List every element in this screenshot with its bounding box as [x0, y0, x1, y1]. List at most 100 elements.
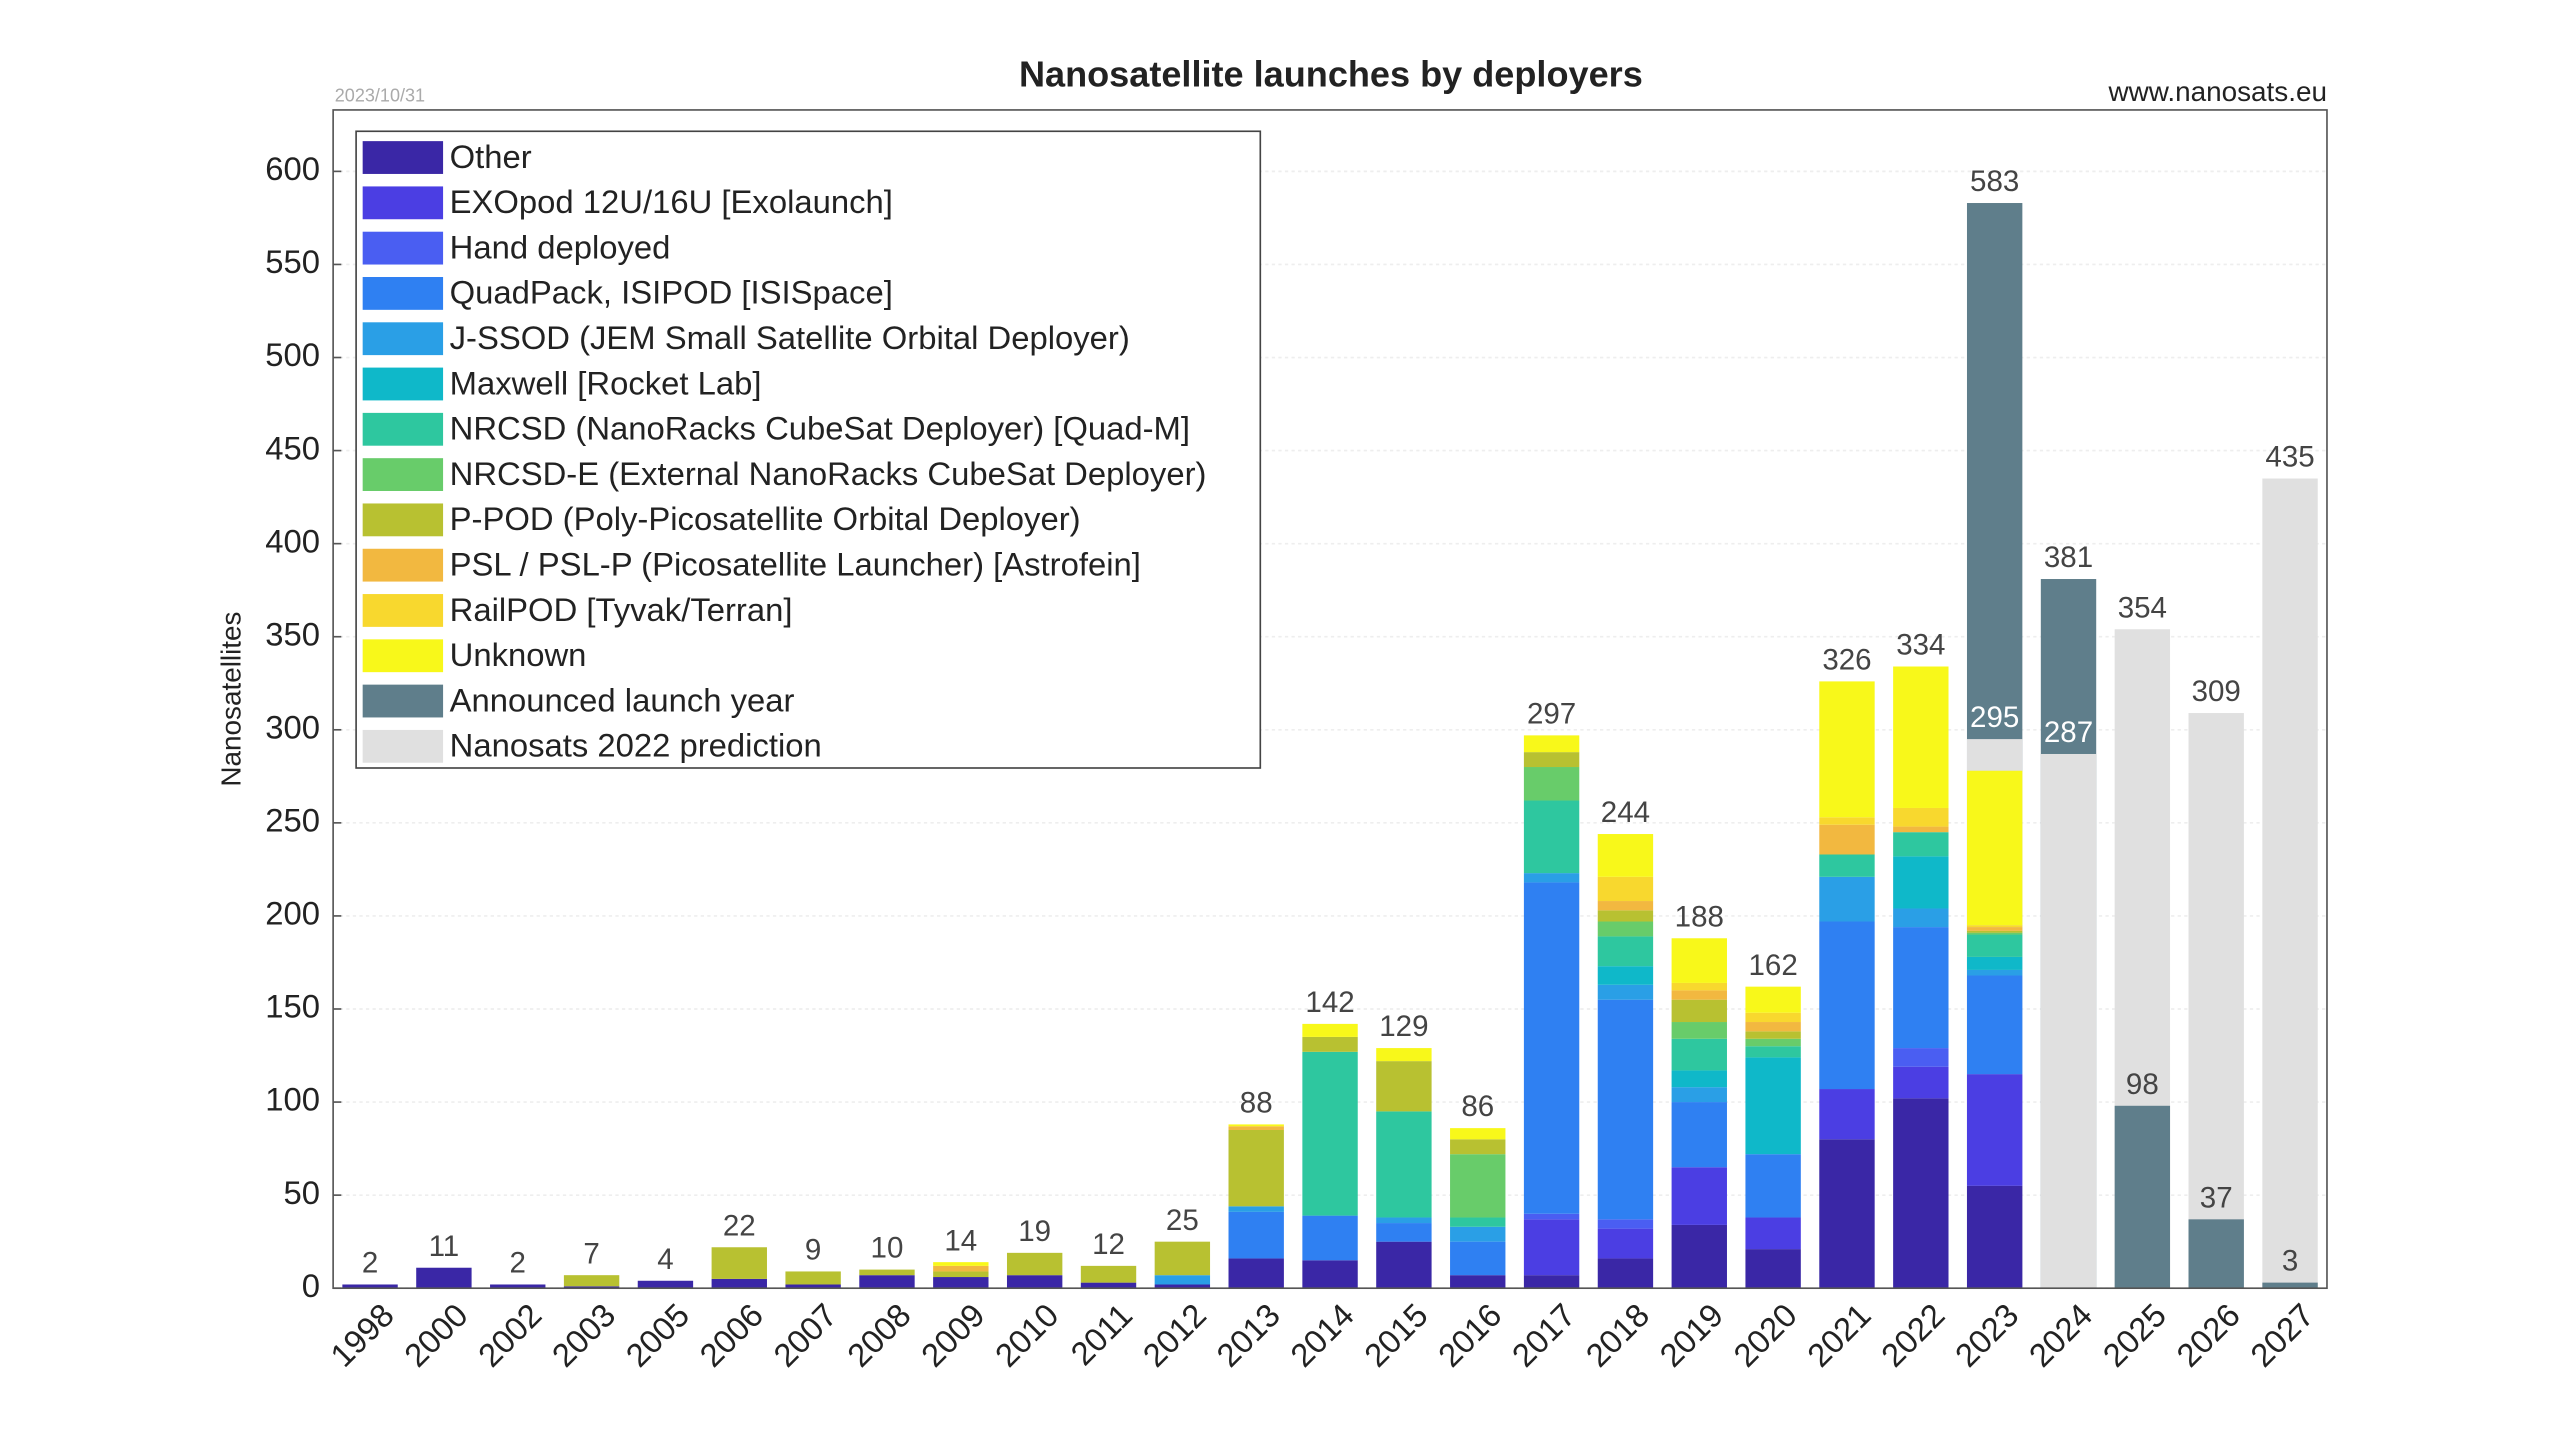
bar-segment [1228, 1126, 1284, 1130]
legend-label: Nanosats 2022 prediction [450, 727, 822, 764]
bar-segment [1966, 770, 2023, 926]
total-label: 297 [1527, 697, 1576, 730]
x-tick-label: 2012 [1135, 1296, 1213, 1374]
overlay-bar [2114, 1105, 2171, 1289]
bar-segment [1671, 1167, 1727, 1225]
legend-label: P-POD (Poly-Picosatellite Orbital Deploy… [450, 500, 1081, 537]
legend-swatch [362, 186, 444, 220]
bar-segment [1597, 834, 1654, 877]
legend-label: EXOpod 12U/16U [Exolaunch] [450, 183, 893, 220]
bar-segment [1597, 1228, 1654, 1259]
legend-swatch [362, 503, 444, 537]
bar-segment [1376, 1048, 1432, 1062]
bar-segment [1228, 1206, 1284, 1212]
total-label: 9 [805, 1234, 821, 1267]
bar-segment [1523, 767, 1580, 801]
x-tick-label: 2008 [840, 1296, 918, 1374]
x-tick-label: 2005 [618, 1296, 696, 1374]
bar-segment [1597, 910, 1654, 922]
bar-segment [1893, 856, 1949, 909]
bar-segment [1893, 666, 1949, 808]
bar-segment [1154, 1241, 1211, 1276]
bar-segment [1450, 1226, 1506, 1242]
bar-segment [1523, 735, 1580, 753]
total-label: 19 [1018, 1215, 1051, 1248]
x-tick-label: 2011 [1063, 1296, 1139, 1372]
bar-segment [490, 1284, 546, 1289]
total-label: 129 [1379, 1010, 1428, 1043]
bar-segment [933, 1271, 989, 1278]
x-tick-label: 2025 [2095, 1296, 2173, 1374]
bar-segment [1006, 1275, 1063, 1289]
bar-segment [1819, 1139, 1875, 1289]
bar-segment [933, 1265, 989, 1272]
x-tick-label: 2014 [1283, 1296, 1361, 1374]
overlay-bar [2262, 478, 2318, 1289]
plot-frame [332, 109, 2328, 1290]
legend-swatch [362, 548, 444, 582]
y-tick-label: 400 [265, 522, 320, 559]
bar-segment [1819, 824, 1875, 855]
bar-segment [1523, 1213, 1580, 1220]
bar-segment [563, 1286, 620, 1289]
bar-segment [1966, 1074, 2023, 1186]
bar-segment [1893, 1066, 1949, 1099]
bar-segment [1302, 1051, 1358, 1216]
bar-segment [1080, 1282, 1137, 1289]
bar-segment [1819, 876, 1875, 922]
bar-segment [1376, 1061, 1432, 1112]
bar-segment [1966, 956, 2023, 970]
bar-segment [1893, 832, 1949, 857]
x-tick-label: 1998 [323, 1296, 401, 1374]
value-label: 309 [2192, 675, 2241, 708]
value-label: 381 [2044, 541, 2093, 574]
y-tick-label: 50 [284, 1174, 321, 1211]
bar-segment [1228, 1124, 1284, 1127]
bar-segment [1302, 1260, 1358, 1289]
x-tick-label: 2023 [1948, 1296, 2026, 1374]
x-tick-label: 2021 [1800, 1296, 1878, 1374]
x-tick-label: 2024 [2022, 1296, 2100, 1374]
bar-segment [1966, 927, 2023, 931]
bar-segment [1523, 882, 1580, 1214]
bar-segment [1671, 938, 1727, 983]
bar-segment [1966, 925, 2023, 928]
legend-swatch [362, 412, 444, 446]
legend-swatch [362, 639, 444, 673]
bar-segment [1006, 1252, 1063, 1276]
bar-segment [1523, 800, 1580, 874]
y-tick-label: 200 [265, 895, 320, 932]
bar-segment [1523, 873, 1580, 883]
bar-segment [1154, 1284, 1211, 1289]
bar-segment [1966, 969, 2023, 976]
legend-label: Unknown [450, 636, 587, 673]
bar-segment [933, 1262, 989, 1266]
legend-swatch [362, 729, 444, 763]
bar-segment [785, 1284, 841, 1289]
y-tick-label: 350 [265, 615, 320, 652]
bar-segment [1819, 921, 1875, 1090]
bar-segment [1450, 1139, 1506, 1155]
y-tick-label: 600 [265, 150, 320, 187]
bar-segment [1893, 927, 1949, 1049]
x-tick-label: 2006 [692, 1296, 770, 1374]
y-tick-label: 100 [265, 1081, 320, 1118]
bar-segment [1302, 1023, 1358, 1037]
bar-segment [637, 1280, 694, 1289]
bar-segment [1450, 1154, 1506, 1218]
bar-segment [1228, 1258, 1284, 1289]
bar-segment [1376, 1241, 1432, 1289]
total-label: 4 [657, 1243, 673, 1276]
bar-segment [1597, 1219, 1654, 1229]
total-label: 88 [1240, 1087, 1273, 1120]
value-label: 354 [2118, 591, 2167, 624]
y-tick-label: 150 [265, 988, 320, 1025]
total-label: 12 [1092, 1228, 1125, 1261]
bar-segment [1893, 1048, 1949, 1067]
overlay-bar [2188, 1219, 2244, 1289]
bar-segment [1302, 1215, 1358, 1261]
bar-segment [1966, 930, 2023, 933]
date: 2023/10/31 [335, 86, 425, 106]
legend-label: RailPOD [Tyvak/Terran] [450, 591, 793, 628]
